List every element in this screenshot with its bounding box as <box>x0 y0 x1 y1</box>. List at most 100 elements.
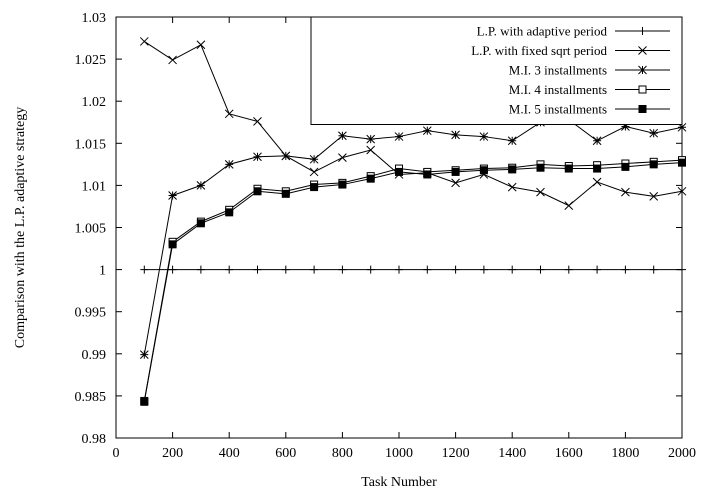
data-point <box>309 167 319 177</box>
data-point <box>507 182 517 192</box>
series-line <box>143 162 683 402</box>
legend-marker <box>638 46 647 55</box>
x-tick-label: 200 <box>162 446 183 461</box>
legend-marker <box>638 105 647 113</box>
data-point <box>338 265 347 274</box>
x-tick-label: 600 <box>275 446 296 461</box>
data-point <box>423 170 432 179</box>
data-point <box>139 37 149 46</box>
data-point <box>140 397 149 406</box>
y-tick-label: 1.015 <box>75 137 107 152</box>
legend-label: L.P. with adaptive period <box>477 24 608 39</box>
legend-label: M.I. 5 installments <box>509 102 607 117</box>
x-tick-label: 1000 <box>385 446 413 461</box>
data-point <box>621 162 630 171</box>
data-point <box>168 240 177 249</box>
data-point <box>507 136 517 146</box>
data-point <box>281 265 290 274</box>
y-tick-label: 1 <box>99 264 106 279</box>
series-line <box>143 159 683 402</box>
data-point <box>621 265 630 274</box>
legend-label: M.I. 3 installments <box>509 63 607 78</box>
data-point <box>649 160 658 169</box>
data-point <box>310 183 319 192</box>
data-point <box>338 131 347 141</box>
data-point <box>168 55 177 65</box>
data-point <box>422 126 432 136</box>
data-point <box>394 132 404 141</box>
data-point <box>536 163 545 172</box>
data-point <box>564 201 574 210</box>
data-point <box>225 208 234 217</box>
x-tick-label: 800 <box>332 446 353 461</box>
data-point <box>677 122 687 132</box>
data-point <box>451 167 460 176</box>
data-point <box>593 265 602 274</box>
y-tick-label: 0.995 <box>75 306 107 321</box>
data-point <box>281 189 290 198</box>
data-point <box>451 130 460 140</box>
data-point <box>592 136 602 146</box>
x-axis-title: Task Number <box>361 475 437 490</box>
data-point <box>140 265 149 274</box>
data-point <box>338 180 347 189</box>
data-point <box>281 151 291 161</box>
data-point <box>479 166 488 175</box>
data-point <box>423 265 432 274</box>
data-point <box>253 265 262 274</box>
series-5 <box>140 158 686 406</box>
legend-label: M.I. 4 installments <box>509 82 607 97</box>
data-point <box>225 265 234 274</box>
legend-marker <box>638 65 647 75</box>
data-point <box>338 153 347 162</box>
series-1 <box>140 265 686 274</box>
data-point <box>366 145 376 155</box>
data-point <box>395 265 403 274</box>
x-tick-label: 1200 <box>442 446 470 461</box>
y-tick-label: 1.02 <box>82 95 107 110</box>
x-axis: 0 200 400 600 800 1000 1200 1400 1600 1800 2000 <box>113 17 696 461</box>
data-point <box>677 186 687 196</box>
data-point <box>649 265 658 274</box>
data-point <box>536 265 545 274</box>
data-point <box>678 158 686 167</box>
data-point <box>649 128 659 138</box>
data-point <box>592 177 602 187</box>
legend-label: L.P. with fixed sqrt period <box>471 43 607 58</box>
y-tick-label: 1.025 <box>75 53 107 68</box>
data-point <box>451 265 460 274</box>
y-tick-label: 1.005 <box>75 222 107 237</box>
data-point <box>366 265 375 274</box>
data-point <box>564 164 573 173</box>
data-point <box>649 191 659 201</box>
data-point <box>224 159 234 169</box>
y-tick-label: 0.98 <box>82 432 107 447</box>
data-point <box>593 164 602 173</box>
series-layer <box>139 37 687 406</box>
data-point <box>678 265 686 274</box>
y-tick-label: 1.01 <box>82 179 107 194</box>
data-point <box>621 187 630 197</box>
data-point <box>536 187 545 197</box>
data-point <box>253 152 262 162</box>
series-3 <box>139 115 687 359</box>
data-point <box>366 134 376 144</box>
data-point <box>196 219 205 228</box>
legend-marker <box>638 85 647 94</box>
data-point <box>508 165 517 174</box>
legend-box <box>310 16 683 125</box>
data-point <box>253 117 262 126</box>
data-point <box>309 154 319 164</box>
data-point <box>479 132 489 141</box>
data-point <box>139 350 149 359</box>
y-tick-label: 1.03 <box>82 11 107 26</box>
data-point <box>196 265 205 274</box>
legend: L.P. with adaptive period L.P. with fixed… <box>310 16 683 125</box>
y-axis-title: Comparison with the L.P. adaptive strate… <box>13 107 28 348</box>
y-tick-label: 0.985 <box>75 390 107 405</box>
x-tick-label: 2000 <box>668 446 696 461</box>
data-point <box>451 178 460 188</box>
data-point <box>366 174 375 183</box>
series-line <box>143 119 683 355</box>
